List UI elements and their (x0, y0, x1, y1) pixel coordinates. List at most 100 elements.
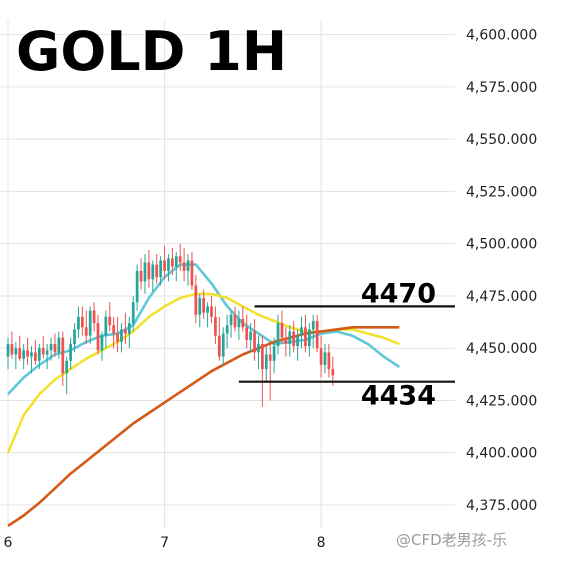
candle-body (170, 258, 174, 267)
candles (6, 243, 335, 407)
candle (45, 344, 49, 370)
candle-body (41, 348, 45, 355)
candle (268, 344, 272, 401)
candle-body (233, 314, 237, 328)
candle (202, 289, 206, 319)
x-tick-label: 8 (317, 535, 326, 551)
candle-body (80, 316, 84, 328)
candle (10, 331, 14, 359)
candle (264, 346, 268, 382)
candle-body (120, 329, 123, 342)
candle-body (311, 321, 315, 330)
y-tick-label: 4,400.000 (466, 446, 537, 462)
candle-body (22, 350, 26, 359)
candle-body (147, 262, 151, 280)
candle (186, 254, 190, 286)
chart-title: GOLD 1H (16, 20, 287, 83)
candle (214, 306, 217, 345)
candle-body (6, 344, 10, 357)
candle-body (26, 350, 29, 357)
candle (292, 321, 296, 353)
candle (245, 314, 249, 349)
candle (104, 310, 108, 349)
candle-body (237, 318, 241, 328)
candle-body (221, 333, 225, 357)
candle-body (14, 348, 18, 355)
x-tick-label: 7 (160, 535, 169, 551)
candle (73, 323, 76, 353)
candle (280, 310, 284, 345)
y-tick-label: 4,375.000 (466, 498, 537, 514)
x-axis: 6 7 8 (4, 535, 326, 551)
y-tick-label: 4,475.000 (466, 289, 537, 305)
candle-body (53, 344, 57, 353)
candle (163, 245, 166, 280)
candle-body (272, 346, 276, 361)
candle (323, 344, 327, 374)
candle (249, 323, 253, 353)
level-label-4470: 4470 (361, 278, 436, 309)
candle-body (202, 298, 206, 313)
candle-body (331, 369, 335, 376)
candle-body (167, 258, 170, 271)
y-axis: 4,600.000 4,575.000 4,550.000 4,525.000 4,50… (466, 28, 537, 514)
candle-body (319, 348, 323, 365)
candle-body (131, 302, 135, 324)
candle (116, 316, 119, 353)
level-lines: 4470 4434 (238, 278, 455, 412)
candle (155, 254, 159, 284)
candle (233, 306, 237, 332)
candle (237, 310, 241, 340)
y-tick-label: 4,575.000 (466, 80, 537, 96)
candle-body (45, 350, 49, 355)
candle (41, 335, 45, 359)
candle (167, 254, 170, 282)
candle-body (108, 316, 112, 326)
candle-body (315, 321, 319, 349)
y-tick-label: 4,600.000 (466, 28, 537, 44)
candle (225, 314, 229, 349)
candle-body (214, 316, 217, 336)
watermark: @CFD老男孩-乐 (396, 531, 507, 549)
candle-body (116, 333, 119, 342)
candle-body (257, 344, 260, 353)
candle-body (88, 310, 92, 336)
candle (112, 316, 116, 349)
candle-body (178, 256, 182, 263)
candle-body (174, 256, 178, 267)
candle-body (296, 335, 299, 347)
candle-body (206, 306, 209, 313)
candle (261, 335, 264, 407)
candle-body (253, 331, 256, 353)
candle (139, 258, 143, 290)
candle (61, 331, 65, 386)
candle (135, 264, 139, 311)
candle-body (84, 327, 88, 336)
candle (69, 337, 72, 370)
candle (319, 335, 323, 378)
candle-body (182, 262, 186, 271)
candle-body (186, 260, 190, 271)
candle (88, 306, 92, 345)
candle (77, 306, 80, 338)
candle (170, 247, 174, 276)
candle-body (100, 335, 104, 351)
candle-body (276, 323, 280, 347)
candle (210, 295, 213, 324)
candle-body (30, 352, 33, 357)
candle (84, 310, 88, 345)
candle (92, 302, 96, 332)
candle-body (135, 270, 139, 303)
candle-body (18, 348, 22, 359)
candle (22, 344, 26, 370)
candle-body (304, 327, 307, 347)
y-tick-label: 4,525.000 (466, 184, 537, 200)
candle (288, 325, 292, 357)
candle-body (159, 260, 162, 278)
candle (178, 243, 182, 271)
candle (80, 306, 84, 336)
candle (311, 314, 315, 349)
candle-body (292, 331, 296, 347)
candle-body (10, 344, 14, 355)
